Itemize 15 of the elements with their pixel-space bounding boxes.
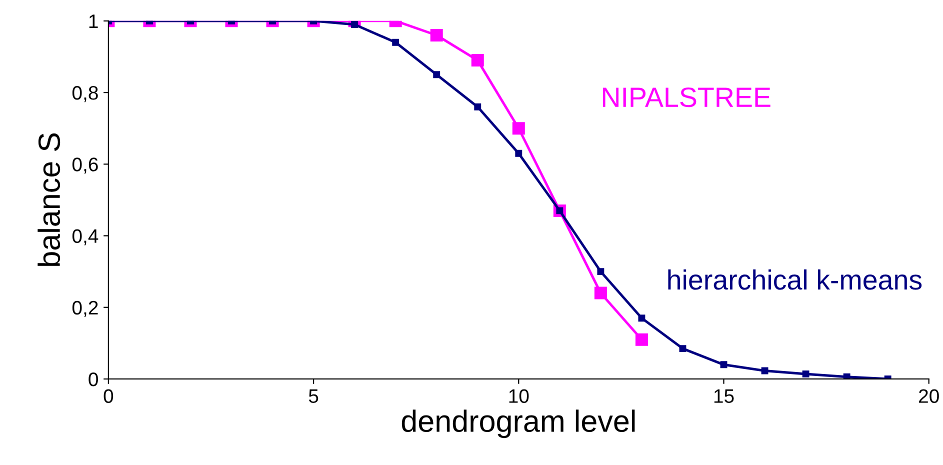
y-tick-label: 0 bbox=[88, 372, 98, 386]
x-tick-label: 5 bbox=[308, 389, 318, 403]
x-axis-title: dendrogram level bbox=[402, 410, 635, 438]
y-tick-label: 0,4 bbox=[72, 229, 98, 246]
y-tick-label: 0,6 bbox=[72, 158, 98, 174]
x-tick-label: 0 bbox=[104, 389, 114, 403]
y-tick-label: 0,2 bbox=[72, 300, 98, 317]
series-label: hierarchical k-means bbox=[668, 269, 922, 290]
x-tick-label: 10 bbox=[509, 389, 529, 403]
x-tick-label: 15 bbox=[714, 389, 734, 403]
text: NIPALSTREE bbox=[602, 87, 770, 108]
y-tick-label: 0,8 bbox=[72, 86, 98, 102]
y-tick-label: 1 bbox=[89, 14, 98, 28]
x-tick-label: 20 bbox=[919, 389, 939, 403]
y-axis-title: balance S bbox=[38, 133, 60, 266]
